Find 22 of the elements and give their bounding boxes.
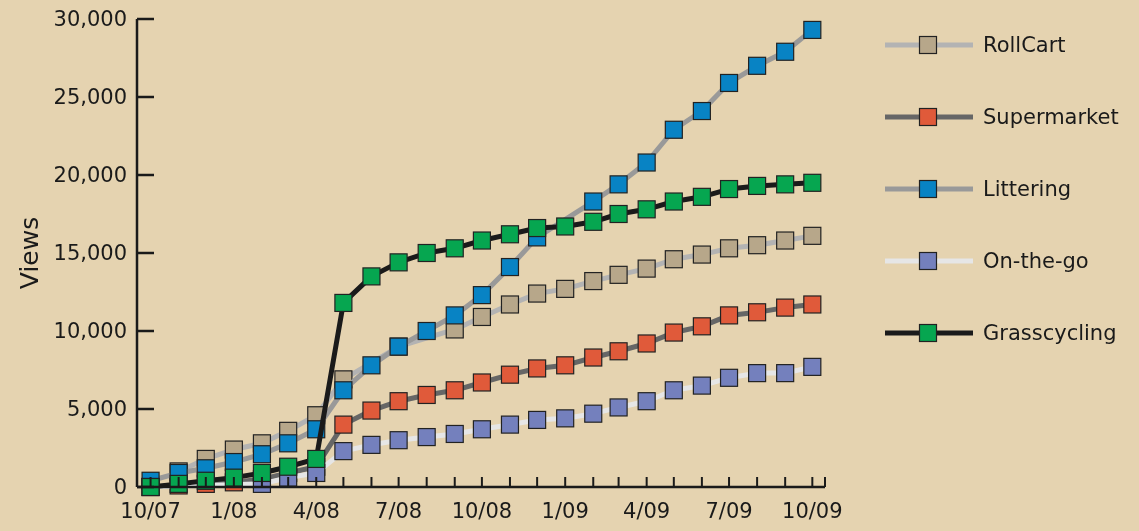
y-tick-label: 0 xyxy=(113,475,127,500)
x-tick-label: 7/09 xyxy=(705,499,753,523)
y-tick-label: 10,000 xyxy=(53,319,127,344)
y-tick-label: 5,000 xyxy=(66,397,127,422)
legend-label: On-the-go xyxy=(983,249,1089,274)
x-tick-label: 4/08 xyxy=(292,499,340,523)
legend-label: Grasscycling xyxy=(983,321,1117,346)
x-tick-label: 1/09 xyxy=(541,499,589,523)
legend-label: Supermarket xyxy=(983,105,1119,130)
x-tick-label: 10/09 xyxy=(782,499,843,523)
y-axis-title: Views xyxy=(15,216,44,290)
legend-label: Littering xyxy=(983,177,1072,202)
x-tick-label: 10/08 xyxy=(451,499,513,523)
y-tick-label: 30,000 xyxy=(53,7,127,32)
x-tick-label: 4/09 xyxy=(623,499,671,523)
x-tick-label: 1/08 xyxy=(210,499,258,523)
legend-label: RollCart xyxy=(983,33,1066,58)
x-tick-label: 7/08 xyxy=(375,499,423,523)
y-tick-label: 25,000 xyxy=(53,85,127,110)
x-tick-label: 10/07 xyxy=(120,499,181,523)
y-tick-label: 15,000 xyxy=(53,241,127,266)
y-tick-label: 20,000 xyxy=(53,163,127,188)
